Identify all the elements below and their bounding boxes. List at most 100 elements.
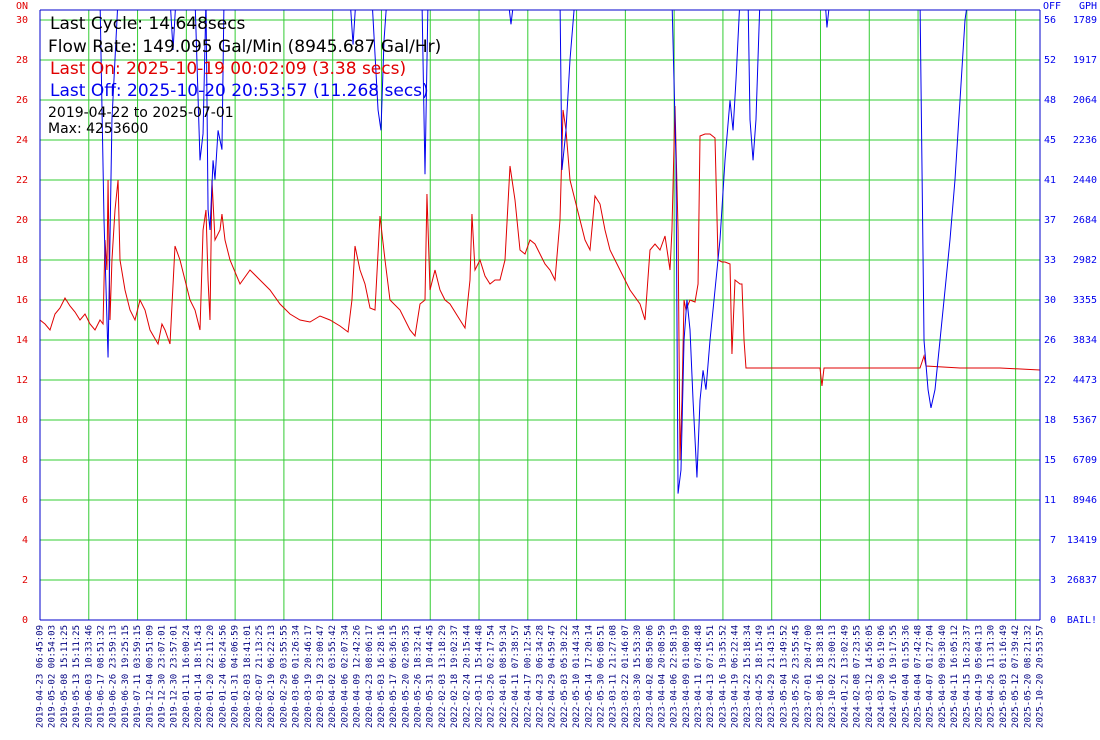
grid bbox=[39, 10, 1040, 621]
y-tick-label: 24 bbox=[16, 135, 28, 146]
x-tick-label: 2020-01-24 06:24:56 bbox=[218, 625, 228, 728]
y-tick-label: 6 bbox=[22, 495, 28, 506]
x-tick-label: 2025-04-26 11:31:30 bbox=[987, 625, 997, 728]
x-tick-label: 2025-04-19 05:04:13 bbox=[975, 625, 985, 728]
x-tick-label: 2022-04-11 07:38:57 bbox=[511, 625, 521, 728]
last-cycle: Last Cycle: 14.648secs bbox=[50, 14, 246, 34]
x-tick-label: 2023-04-11 07:48:48 bbox=[694, 625, 704, 728]
x-tick-label: 2023-04-04 20:08:59 bbox=[657, 625, 667, 728]
lines bbox=[40, 10, 1040, 494]
x-tick-label: 2023-04-22 15:18:34 bbox=[743, 625, 753, 728]
x-tick-label: 2023-03-22 01:46:07 bbox=[621, 625, 631, 728]
x-tick-label: 2025-04-04 07:42:48 bbox=[914, 625, 924, 728]
gph-tick-label: 6709 bbox=[1073, 455, 1097, 466]
gph-axis-label: GPH bbox=[1079, 1, 1097, 12]
x-tick-label: 2020-01-14 18:15:43 bbox=[194, 625, 204, 728]
y2-axis-label: OFF bbox=[1043, 1, 1061, 12]
x-tick-label: 2020-03-06 01:26:34 bbox=[292, 625, 302, 728]
y-tick-label: 30 bbox=[16, 15, 28, 26]
x-tick-label: 2024-01-21 13:02:49 bbox=[840, 625, 850, 728]
x-tick-label: 2020-04-09 12:42:26 bbox=[353, 625, 363, 728]
x-tick-label: 2020-01-20 22:11:20 bbox=[206, 625, 216, 728]
x-tick-label: 2023-10-02 23:00:13 bbox=[828, 625, 838, 728]
x-tick-label: 2019-12-30 23:07:01 bbox=[157, 625, 167, 728]
x-tick-label: 2023-04-09 01:00:09 bbox=[682, 625, 692, 728]
x-tick-label: 2025-04-09 09:30:40 bbox=[938, 625, 948, 728]
y2-tick-label: 3 bbox=[1050, 575, 1056, 586]
x-tick-label: 2020-04-02 03:55:42 bbox=[328, 625, 338, 728]
x-tick-label: 2020-04-23 08:06:17 bbox=[365, 625, 375, 728]
x-tick-label: 2020-02-03 18:41:01 bbox=[243, 625, 253, 728]
x-tick-label: 2023-04-06 22:58:19 bbox=[670, 625, 680, 728]
x-tick-label: 2020-03-19 23:00:47 bbox=[316, 625, 326, 728]
x-tick-label: 2022-02-18 19:02:37 bbox=[450, 625, 460, 728]
gph-tick-label: 8946 bbox=[1073, 495, 1097, 506]
x-tick-label: 2022-04-23 06:34:28 bbox=[536, 625, 546, 728]
x-tick-label: 2022-04-17 00:12:54 bbox=[523, 625, 533, 728]
x-tick-label: 2022-03-11 15:44:48 bbox=[475, 625, 485, 728]
x-tick-label: 2023-04-25 18:15:49 bbox=[755, 625, 765, 728]
flow-rate: Flow Rate: 149.095 Gal/Min (8945.687 Gal… bbox=[48, 37, 441, 57]
y-tick-label: 14 bbox=[16, 335, 28, 346]
x-tick-label: 2025-05-20 08:21:32 bbox=[1023, 625, 1033, 728]
x-tick-label: 2020-05-31 10:44:45 bbox=[426, 625, 436, 728]
x-tick-label: 2023-05-26 23:55:45 bbox=[792, 625, 802, 728]
gph-tick-label: 2684 bbox=[1073, 215, 1097, 226]
x-tick-label: 2019-05-13 15:11:25 bbox=[72, 625, 82, 728]
x-tick-label: 2022-05-30 06:08:51 bbox=[596, 625, 606, 728]
gph-tick-label: 4473 bbox=[1073, 375, 1097, 386]
y2-tick-label: 18 bbox=[1044, 415, 1056, 426]
gph-tick-label: 1789 bbox=[1073, 15, 1097, 26]
y2-tick-label: 11 bbox=[1044, 495, 1056, 506]
y2-tick-label: 37 bbox=[1044, 215, 1056, 226]
series-line bbox=[99, 10, 967, 494]
x-tick-label: 2025-05-03 01:16:49 bbox=[999, 625, 1009, 728]
x-tick-label: 2019-06-30 19:25:15 bbox=[121, 625, 131, 728]
x-tick-label: 2020-03-19 20:46:17 bbox=[304, 625, 314, 728]
x-tick-label: 2025-04-15 16:23:37 bbox=[962, 625, 972, 728]
x-tick-label: 2024-02-08 07:23:55 bbox=[853, 625, 863, 728]
gph-tick-label: BAIL! bbox=[1067, 615, 1097, 626]
x-tick-label: 2019-06-26 23:59:13 bbox=[109, 625, 119, 728]
x-tick-label: 2019-06-17 08:51:32 bbox=[96, 625, 106, 728]
x-tick-label: 2025-04-04 01:55:36 bbox=[901, 625, 911, 728]
y2-tick-label: 7 bbox=[1050, 535, 1056, 546]
x-tick-label: 2019-06-03 10:33:46 bbox=[84, 625, 94, 728]
x-tick-label: 2022-05-03 05:30:22 bbox=[560, 625, 570, 728]
x-tick-label: 2025-04-11 16:05:12 bbox=[950, 625, 960, 728]
x-tick-label: 2025-04-07 01:27:04 bbox=[926, 625, 936, 728]
x-tick-label: 2020-05-20 02:05:35 bbox=[401, 625, 411, 728]
x-tick-label: 2020-05-26 18:32:41 bbox=[414, 625, 424, 728]
x-tick-label: 2020-04-06 02:07:34 bbox=[340, 625, 350, 728]
gph-tick-label: 13419 bbox=[1067, 535, 1097, 546]
gph-tick-label: 1917 bbox=[1073, 55, 1097, 66]
x-tick-label: 2023-07-01 20:47:00 bbox=[804, 625, 814, 728]
y-axis-label: ON bbox=[16, 1, 28, 12]
x-tick-label: 2024-03-12 14:56:05 bbox=[865, 625, 875, 728]
y-tick-label: 0 bbox=[22, 615, 28, 626]
x-tick-label: 2023-04-19 06:22:44 bbox=[731, 625, 741, 728]
gph-tick-label: 2440 bbox=[1073, 175, 1097, 186]
x-tick-label: 2025-05-12 07:39:42 bbox=[1011, 625, 1021, 728]
y-tick-label: 22 bbox=[16, 175, 28, 186]
x-tick-label: 2019-12-30 23:57:01 bbox=[170, 625, 180, 728]
x-tick-label: 2022-03-26 02:17:54 bbox=[487, 625, 497, 728]
x-tick-label: 2023-04-29 21:43:15 bbox=[767, 625, 777, 728]
y-tick-label: 20 bbox=[16, 215, 28, 226]
x-tick-label: 2022-04-01 08:59:34 bbox=[499, 625, 509, 728]
y-tick-label: 16 bbox=[16, 295, 28, 306]
x-tick-label: 2020-05-17 06:36:15 bbox=[389, 625, 399, 728]
x-tick-label: 2023-04-02 08:50:06 bbox=[645, 625, 655, 728]
x-tick-label: 2022-02-24 20:15:44 bbox=[462, 625, 472, 728]
y2-tick-label: 0 bbox=[1050, 615, 1056, 626]
gph-tick-label: 5367 bbox=[1073, 415, 1097, 426]
x-tick-label: 2019-07-11 03:59:15 bbox=[133, 625, 143, 728]
gph-tick-label: 2236 bbox=[1073, 135, 1097, 146]
y-tick-label: 4 bbox=[22, 535, 28, 546]
x-tick-label: 2022-05-14 17:20:14 bbox=[584, 625, 594, 728]
x-tick-label: 2022-05-10 01:44:34 bbox=[572, 625, 582, 728]
y-tick-label: 28 bbox=[16, 55, 28, 66]
